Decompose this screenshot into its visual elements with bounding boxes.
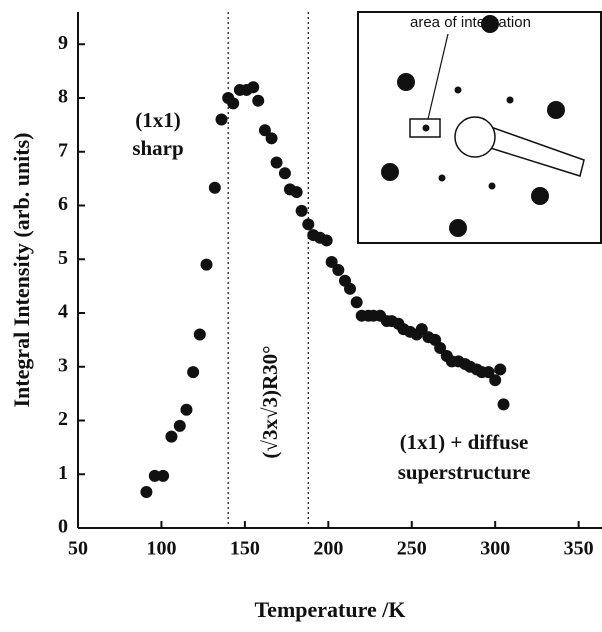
point xyxy=(157,469,170,482)
y-tick-label: 0 xyxy=(58,516,68,538)
point xyxy=(302,218,315,231)
point xyxy=(494,363,507,376)
x-tick-label: 300 xyxy=(480,538,510,560)
x-tick-label: 100 xyxy=(146,538,176,560)
point xyxy=(482,366,495,379)
point xyxy=(258,124,271,137)
point xyxy=(215,113,228,126)
y-axis-label: Integral Intensity (arb. units) xyxy=(9,132,34,407)
annotation: (1x1) xyxy=(135,108,181,132)
spot xyxy=(422,124,430,132)
point xyxy=(278,167,291,180)
point xyxy=(434,341,447,354)
point xyxy=(148,469,161,482)
x-tick-label: 150 xyxy=(230,538,260,560)
point xyxy=(332,264,345,276)
point xyxy=(247,81,260,94)
x-tick-label: 50 xyxy=(68,538,88,560)
y-tick-label: 8 xyxy=(58,86,68,108)
annotation: superstructure xyxy=(398,460,531,484)
spot xyxy=(481,15,499,33)
y-tick-label: 3 xyxy=(58,354,68,376)
spot xyxy=(488,182,496,190)
point xyxy=(325,255,338,268)
y-tick-label: 5 xyxy=(58,247,68,269)
point xyxy=(180,403,193,416)
pointer xyxy=(427,33,449,120)
spot xyxy=(547,101,565,119)
point xyxy=(193,328,206,341)
point xyxy=(295,204,308,217)
point xyxy=(344,282,357,295)
point xyxy=(270,156,283,169)
point xyxy=(252,94,265,107)
point xyxy=(265,132,278,145)
spot xyxy=(438,174,446,182)
point xyxy=(208,181,221,194)
spot xyxy=(454,86,462,94)
spot xyxy=(381,163,399,181)
point xyxy=(227,97,240,110)
point xyxy=(290,186,303,199)
point xyxy=(350,296,363,309)
spot xyxy=(449,219,467,237)
point xyxy=(140,485,153,498)
point xyxy=(489,374,502,387)
point xyxy=(497,398,510,411)
y-tick-label: 6 xyxy=(58,193,68,215)
integration-box xyxy=(409,118,441,138)
y-tick-label: 9 xyxy=(58,32,68,54)
beam-stop xyxy=(454,116,496,158)
spot xyxy=(397,73,415,91)
point xyxy=(320,234,333,247)
y-tick-label: 2 xyxy=(58,408,68,430)
x-tick-label: 200 xyxy=(313,538,343,560)
x-tick-label: 250 xyxy=(397,538,427,560)
inset: area of integration xyxy=(357,11,602,244)
point xyxy=(173,419,186,432)
y-tick-label: 1 xyxy=(58,462,68,484)
y-tick-label: 7 xyxy=(58,139,68,161)
spot xyxy=(531,187,549,205)
x-axis-label: Temperature /K xyxy=(255,597,406,622)
point xyxy=(200,258,213,271)
annotation: (1x1) + diffuse xyxy=(400,430,529,454)
point xyxy=(415,323,428,336)
point xyxy=(187,366,200,379)
annotation: (√3x√3)R30° xyxy=(258,345,282,458)
annotation: sharp xyxy=(132,136,183,160)
inset-label: area of integration xyxy=(410,14,531,31)
y-tick-label: 4 xyxy=(58,301,68,323)
point xyxy=(165,430,178,443)
spot xyxy=(506,96,514,104)
x-tick-label: 350 xyxy=(564,538,594,560)
